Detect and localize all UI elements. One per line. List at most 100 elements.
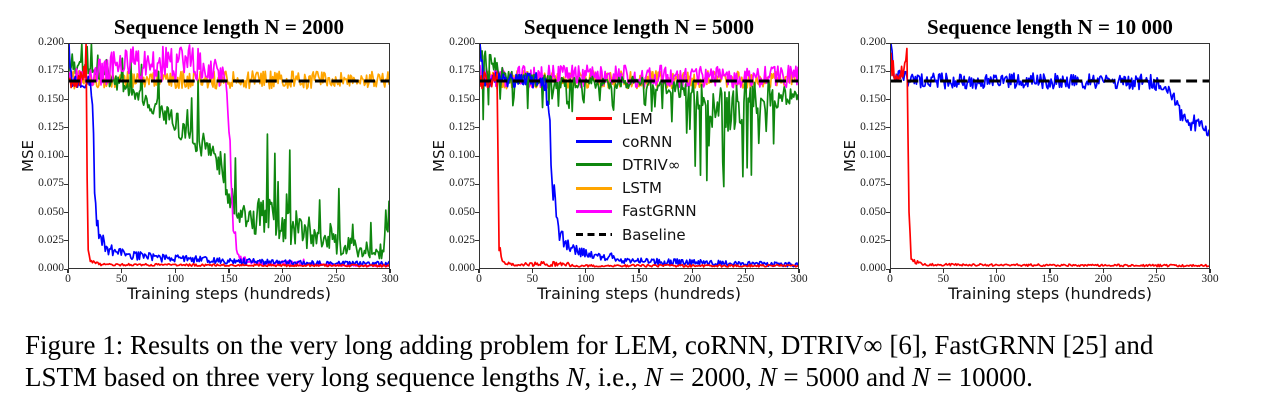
tick-label-x: 250 [737,273,755,285]
tick-mark-y [475,70,479,72]
tick-label-y: 0.175 [449,64,475,77]
x-axis-label: Training steps (hundreds) [127,284,331,303]
tick-label-y: 0.075 [449,177,475,190]
series-line-lem [480,71,798,268]
tick-label-y: 0.050 [38,205,64,218]
tick-mark-y [475,99,479,101]
tick-label-y: 0.125 [860,120,886,133]
tick-mark-y [64,99,68,101]
series-line-dtriv∞ [480,44,798,188]
tick-mark-y [475,212,479,214]
tick-mark-y [886,268,890,270]
tick-label-y: 0.125 [38,120,64,133]
tick-mark-x [1049,269,1051,273]
legend-label: coRNN [622,132,673,151]
tick-label-y: 0.050 [449,205,475,218]
tick-label-x: 0 [65,273,71,285]
series-canvas [69,44,389,268]
tick-mark-y [886,240,890,242]
tick-label-x: 150 [220,273,238,285]
legend-swatch [576,153,612,176]
tick-mark-y [64,42,68,44]
series-line-cornn [480,44,798,268]
tick-label-x: 250 [327,273,345,285]
legend-label: LSTM [622,179,662,198]
tick-label-y: 0.025 [449,233,475,246]
caption-math-var: N [566,362,585,392]
series-line-fastgrnn [69,44,389,268]
tick-mark-x [798,269,800,273]
tick-mark-y [886,127,890,129]
legend-label: LEM [622,109,653,128]
x-axis-label: Training steps (hundreds) [537,284,741,303]
tick-label-y: 0.125 [449,120,475,133]
tick-label-x: 150 [630,273,648,285]
tick-label-y: 0.100 [38,149,64,161]
legend-row: FastGRNN [576,200,697,223]
x-axis-label: Training steps (hundreds) [948,284,1152,303]
tick-label-y: 0.075 [860,177,886,190]
tick-label-x: 50 [937,273,950,285]
caption-math-var: N [758,362,777,392]
tick-label-x: 300 [1201,273,1219,285]
axes-frame [68,43,390,269]
tick-label-y: 0.150 [449,92,475,105]
series-line-cornn [69,44,389,267]
tick-label-y: 0.000 [38,262,64,274]
caption-text: = 10000. [929,362,1033,392]
tick-mark-y [886,42,890,44]
legend-row: Baseline [576,223,697,246]
tick-mark-x [638,269,640,273]
axes-frame [890,43,1210,269]
plot-title: Sequence length N = 5000 [523,15,755,39]
tick-mark-x [691,269,693,273]
series-canvas [480,44,798,268]
tick-label-x: 100 [166,273,184,285]
tick-label-y: 0.150 [860,92,886,105]
tick-mark-y [64,183,68,185]
plot-title: Sequence length N = 2000 [113,15,345,39]
legend-swatch [576,200,612,223]
y-axis-label: MSE [19,140,37,172]
tick-mark-y [886,183,890,185]
tick-mark-y [64,70,68,72]
legend-swatch [576,130,612,153]
series-line-lem [891,47,1209,268]
tick-mark-y [886,155,890,157]
legend-label: Baseline [622,225,686,244]
axes-frame [479,43,799,269]
caption-text: = 5000 and [776,362,912,392]
legend-label: DTRIV∞ [622,155,681,174]
tick-mark-y [886,212,890,214]
tick-label-x: 50 [526,273,539,285]
tick-mark-x [585,269,587,273]
legend-label: FastGRNN [622,202,697,221]
tick-mark-y [64,212,68,214]
legend-row: DTRIV∞ [576,153,697,176]
tick-mark-x [67,269,69,273]
caption-math-var: N [644,362,663,392]
legend-swatch [576,223,612,246]
tick-mark-y [475,155,479,157]
tick-label-x: 200 [683,273,701,285]
plot-title: Sequence length N = 10 000 [927,15,1173,39]
caption-line-2: LSTM based on three very long sequence l… [25,361,1261,393]
tick-mark-x [942,269,944,273]
series-line-lstm [69,70,389,90]
tick-mark-y [64,240,68,242]
tick-label-y: 0.175 [860,64,886,77]
tick-label-y: 0.025 [860,233,886,246]
tick-mark-y [475,127,479,129]
tick-label-x: 0 [476,273,482,285]
figure-caption: Figure 1: Results on the very long addin… [25,329,1261,393]
tick-label-y: 0.000 [449,262,475,274]
tick-mark-x [1209,269,1211,273]
tick-mark-y [886,70,890,72]
tick-mark-y [64,268,68,270]
caption-line-1: Figure 1: Results on the very long addin… [25,330,1154,360]
legend-row: LSTM [576,177,697,200]
tick-mark-x [282,269,284,273]
tick-label-y: 0.025 [38,233,64,246]
tick-mark-x [996,269,998,273]
series-line-cornn [891,44,1209,137]
